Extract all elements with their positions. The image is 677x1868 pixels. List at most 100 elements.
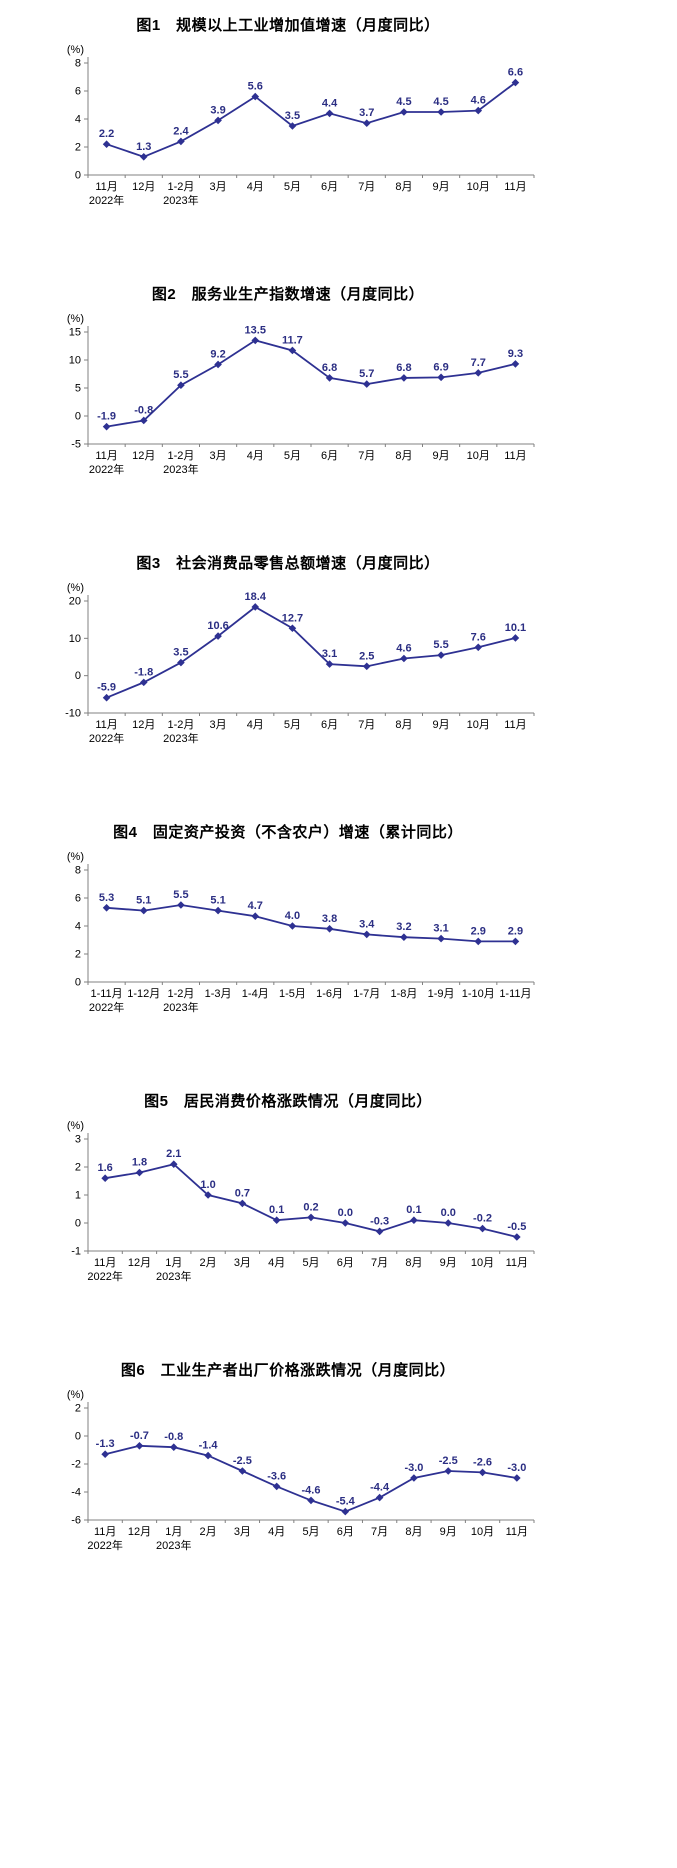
point-label: 3.4 bbox=[359, 918, 375, 930]
y-tick-label: 1 bbox=[75, 1190, 81, 1202]
point-label: 5.5 bbox=[173, 369, 188, 381]
x-tick-label: 11月 bbox=[95, 719, 117, 731]
series-line bbox=[106, 339, 516, 428]
x-tick-label: 7月 bbox=[358, 450, 375, 462]
x-tick-label: 4月 bbox=[268, 1526, 285, 1538]
data-points bbox=[101, 1442, 521, 1516]
point-label: 5.5 bbox=[173, 889, 188, 901]
point-label: -0.8 bbox=[134, 404, 153, 416]
x-tick-label: 12月 bbox=[128, 1526, 151, 1538]
point-label: 5.3 bbox=[99, 892, 114, 904]
x-tick-label: 11月 bbox=[95, 450, 117, 462]
point-label: 3.7 bbox=[359, 107, 374, 119]
point-label: -1.4 bbox=[199, 1440, 219, 1452]
y-tick-label: 8 bbox=[75, 58, 81, 70]
point-label: 6.9 bbox=[433, 361, 448, 373]
x-tick-label: 4月 bbox=[247, 450, 264, 462]
point-marker bbox=[307, 1213, 315, 1222]
x-tick-label: 4月 bbox=[268, 1257, 285, 1269]
x-axis bbox=[87, 175, 535, 178]
chart-5-block: 图5 居民消费价格涨跌情况（月度同比） -1 0 1 2 3 (%) 11月 12月 1月 2月 3… bbox=[18, 1090, 558, 1301]
y-tick-label: -10 bbox=[65, 708, 81, 720]
y-tick-label: 3 bbox=[75, 1134, 81, 1146]
point-marker bbox=[400, 654, 408, 663]
y-axis: 0 2 4 6 8 bbox=[75, 865, 88, 989]
point-marker bbox=[478, 1468, 487, 1477]
point-label: 0.2 bbox=[303, 1201, 318, 1213]
point-label: -0.2 bbox=[473, 1213, 492, 1225]
point-marker bbox=[362, 119, 371, 127]
y-tick-label: -4 bbox=[71, 1487, 81, 1499]
chart-3-plot: -10 0 10 20 (%) 11月 12月 1-2月 3月 4月 5月 6月 7月 8月 9月 10月 11… bbox=[65, 582, 535, 745]
point-marker bbox=[102, 422, 111, 431]
x-year-label: 2022年 bbox=[89, 462, 124, 476]
x-tick-label: 4月 bbox=[247, 181, 264, 193]
point-marker bbox=[400, 374, 408, 382]
data-labels: 1.6 1.8 2.1 1.0 0.7 0.1 0.2 0.0 -0.3 0.1 0.0 -0.2 -0… bbox=[98, 1148, 527, 1233]
x-tick-label: 3月 bbox=[234, 1526, 251, 1538]
point-marker bbox=[375, 1227, 384, 1236]
chart-6-title: 图6 工业生产者出厂价格涨跌情况（月度同比） bbox=[120, 1362, 456, 1379]
y-tick-label: 2 bbox=[75, 142, 81, 154]
y-axis-unit: (%) bbox=[67, 1120, 84, 1132]
point-label: -2.5 bbox=[233, 1455, 252, 1467]
chart-1-block: 图1 规模以上工业增加值增速（月度同比） 0 2 4 6 8 (%) 11月 12月 1-2月 3… bbox=[18, 14, 558, 225]
x-tick-label: 6月 bbox=[321, 450, 338, 462]
x-axis bbox=[87, 444, 535, 447]
point-marker bbox=[478, 1224, 487, 1233]
point-label: 0.1 bbox=[406, 1204, 421, 1216]
x-axis bbox=[87, 1251, 535, 1254]
x-year-label: 2023年 bbox=[156, 1538, 191, 1552]
x-tick-label: 3月 bbox=[210, 181, 227, 193]
x-tick-label: 11月 bbox=[506, 1526, 528, 1538]
point-marker bbox=[511, 78, 520, 87]
point-label: -3.0 bbox=[404, 1462, 423, 1474]
y-tick-label: 0 bbox=[75, 411, 81, 423]
point-marker bbox=[272, 1216, 281, 1224]
series-line bbox=[106, 81, 516, 158]
point-marker bbox=[513, 1474, 521, 1482]
x-tick-label: 9月 bbox=[440, 1257, 457, 1269]
point-label: 2.2 bbox=[99, 128, 114, 140]
point-label: -5.9 bbox=[97, 682, 116, 694]
x-tick-label: 1月 bbox=[165, 1257, 182, 1269]
point-marker bbox=[238, 1467, 247, 1475]
y-tick-label: 20 bbox=[69, 596, 81, 608]
x-tick-label: 5月 bbox=[284, 719, 301, 731]
x-tick-label: 1-9月 bbox=[428, 988, 455, 1000]
x-year-label: 2022年 bbox=[89, 731, 124, 745]
x-tick-label: 1-10月 bbox=[462, 988, 495, 1000]
x-tick-label: 7月 bbox=[358, 719, 375, 731]
y-tick-label: 0 bbox=[75, 977, 81, 989]
x-tick-label: 12月 bbox=[128, 1257, 151, 1269]
x-tick-label: 5月 bbox=[284, 181, 301, 193]
x-tick-label: 11月 bbox=[504, 719, 526, 731]
y-tick-label: 10 bbox=[69, 633, 81, 645]
point-label: 4.5 bbox=[396, 96, 411, 108]
axes bbox=[87, 1133, 534, 1252]
x-tick-label: 1-5月 bbox=[279, 988, 306, 1000]
x-tick-label: 2月 bbox=[200, 1526, 217, 1538]
point-marker bbox=[139, 678, 148, 687]
x-tick-label: 1-3月 bbox=[205, 988, 232, 1000]
point-marker bbox=[139, 153, 148, 161]
series-line bbox=[106, 904, 516, 943]
point-label: 12.7 bbox=[282, 612, 303, 624]
x-tick-label: 2月 bbox=[200, 1257, 217, 1269]
x-tick-label: 1-11月 bbox=[90, 988, 122, 1000]
point-marker bbox=[102, 904, 111, 912]
point-marker bbox=[251, 92, 260, 101]
y-tick-label: 0 bbox=[75, 170, 81, 182]
y-tick-label: 6 bbox=[75, 86, 81, 98]
point-marker bbox=[101, 1450, 109, 1458]
x-tick-label: 10月 bbox=[467, 450, 490, 462]
point-marker bbox=[410, 1474, 418, 1482]
data-points bbox=[102, 78, 520, 161]
chart-5-title: 图5 居民消费价格涨跌情况（月度同比） bbox=[144, 1093, 432, 1110]
point-label: 0.0 bbox=[338, 1207, 353, 1219]
x-tick-label: 6月 bbox=[337, 1526, 354, 1538]
point-label: 10.6 bbox=[207, 620, 228, 632]
